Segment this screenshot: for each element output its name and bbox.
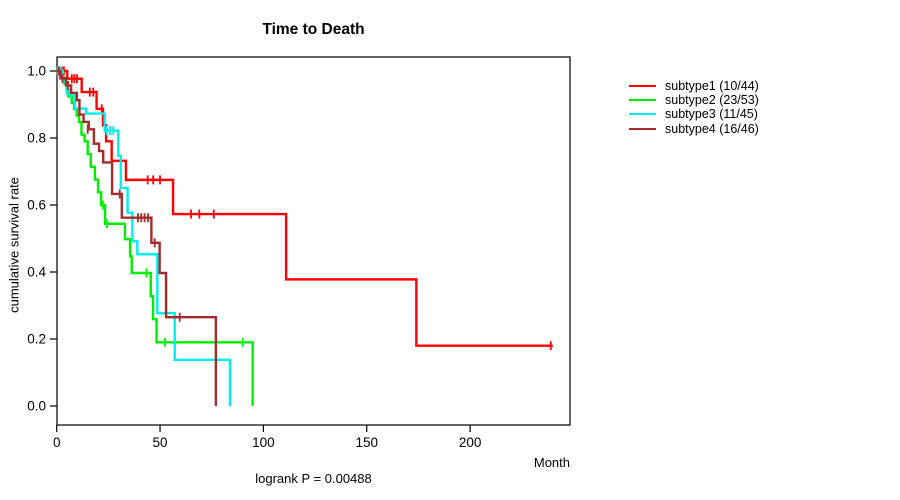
legend-label: subtype1 (10/44) [665, 79, 759, 94]
y-tick-label: 0.0 [27, 399, 46, 414]
x-tick-label: 0 [53, 435, 61, 450]
legend-line-swatch [629, 99, 656, 102]
km-curve-subtype4 [56, 69, 218, 406]
logrank-p-value: logrank P = 0.00488 [255, 471, 372, 486]
legend-label: subtype4 (16/46) [665, 121, 759, 136]
y-tick-label: 0.8 [27, 131, 46, 146]
legend-label: subtype2 (23/53) [665, 93, 759, 108]
y-tick-label: 0.6 [27, 198, 46, 213]
chart-title: Time to Death [262, 21, 365, 38]
plot-box [56, 56, 571, 426]
legend-line-swatch [629, 113, 656, 116]
x-tick-label: 150 [355, 435, 378, 450]
y-axis-label: cumulative survival rate [6, 177, 22, 313]
y-tick-label: 1.0 [27, 64, 46, 79]
legend-item: subtype1 (10/44) [629, 79, 759, 93]
legend-line-swatch [629, 127, 656, 130]
legend-label: subtype3 (11/45) [665, 107, 758, 122]
y-tick-label: 0.4 [27, 265, 46, 280]
legend-item: subtype4 (16/46) [629, 122, 759, 136]
y-tick-label: 0.2 [27, 332, 46, 347]
x-tick-label: 100 [252, 435, 275, 450]
legend-item: subtype2 (23/53) [629, 93, 759, 107]
legend-line-swatch [629, 85, 656, 88]
x-tick-label: 200 [459, 435, 482, 450]
legend-item: subtype3 (11/45) [629, 107, 759, 121]
km-curve-subtype1 [56, 69, 553, 347]
x-tick-label: 50 [153, 435, 168, 450]
x-axis-label: Month [533, 455, 570, 470]
legend: subtype1 (10/44) subtype2 (23/53) subtype3… [629, 79, 759, 136]
